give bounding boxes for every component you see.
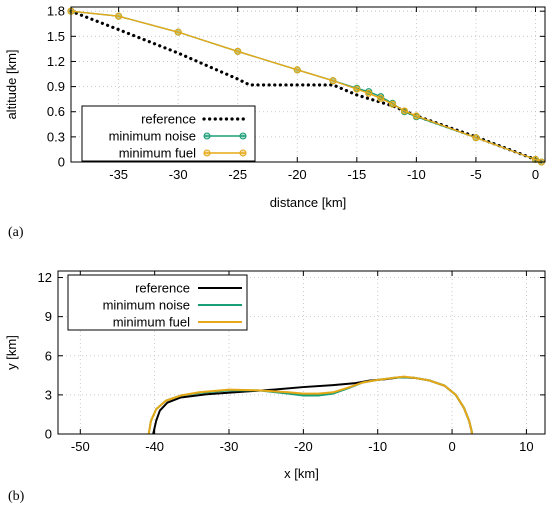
- series-line-minimum-fuel: [147, 375, 474, 435]
- legend-entry-label: minimum noise: [103, 298, 190, 313]
- ticks-b: -50 -40 -30 -20 -10 0 10 0 3 6 9 12: [38, 270, 545, 454]
- series-marker: [353, 85, 361, 93]
- y-tick-label: 0.3: [47, 129, 65, 144]
- x-tick-label: -15: [347, 167, 366, 182]
- panel-label-b: (b): [8, 489, 25, 504]
- legend-b: reference minimum noise minimum fuel: [67, 274, 248, 331]
- chart-a: -35 -30 -25 -20 -15 -10 -5 0 0 0.3 0.6 0.9 1.2 1.5 1.8…: [4, 4, 546, 240]
- x-tick-label: -40: [145, 439, 164, 454]
- series-a: [67, 7, 545, 166]
- legend-marker: [203, 132, 211, 140]
- y-tick-label: 12: [38, 270, 52, 285]
- x-tick-label: -30: [169, 167, 188, 182]
- y-tick-label: 1.8: [47, 4, 65, 19]
- legend-entry-label: minimum noise: [109, 129, 196, 144]
- series-marker: [400, 107, 409, 115]
- x-tick-label: -10: [368, 439, 387, 454]
- x-tick-label: 10: [519, 439, 533, 454]
- x-tick-label: -20: [288, 167, 307, 182]
- series-marker: [234, 47, 242, 55]
- legend-box: [67, 274, 248, 331]
- legend-marker: [239, 132, 247, 140]
- y-axis-label-b: y [km]: [4, 335, 19, 370]
- x-tick-label: 0: [532, 167, 539, 182]
- x-axis-label-a: distance [km]: [270, 195, 347, 210]
- series-b: [147, 375, 474, 435]
- series-marker: [365, 89, 373, 97]
- legend-marker: [239, 149, 247, 157]
- legend-box: [81, 105, 256, 162]
- series-marker: [389, 100, 397, 108]
- x-axis-label-b: x [km]: [284, 466, 319, 481]
- x-tick-label: -10: [407, 167, 426, 182]
- series-marker: [293, 66, 301, 74]
- legend-entry-label: minimum fuel: [113, 315, 190, 330]
- series-line-minimum-fuel: [70, 10, 542, 163]
- y-tick-label: 1.5: [47, 29, 65, 44]
- series-marker: [329, 77, 337, 85]
- y-tick-label: 0: [45, 427, 52, 442]
- y-tick-label: 6: [45, 348, 52, 363]
- x-tick-label: -25: [228, 167, 247, 182]
- legend-entry-label: minimum fuel: [119, 146, 196, 161]
- y-tick-label: 9: [45, 309, 52, 324]
- y-tick-label: 0.6: [47, 104, 65, 119]
- x-tick-label: -20: [294, 439, 313, 454]
- y-tick-label: 0: [58, 155, 65, 170]
- chart-b: -50 -40 -30 -20 -10 0 10 0 3 6 9 12 y [km] x [km] r…: [4, 270, 546, 504]
- series-marker: [412, 112, 420, 120]
- x-tick-label: -50: [71, 439, 90, 454]
- series-line-reference: [152, 376, 474, 435]
- x-tick-label: 0: [448, 439, 455, 454]
- legend-entry-label: reference: [135, 281, 190, 296]
- plot-frame-b: [57, 270, 546, 435]
- legend-entry-label: reference: [141, 112, 196, 127]
- legend-a: reference minimum noise minimum fuel: [81, 105, 256, 162]
- plot-frame-a: [70, 6, 546, 163]
- y-tick-label: 1.2: [47, 54, 65, 69]
- series-marker: [472, 134, 480, 142]
- y-tick-label: 0.9: [47, 79, 65, 94]
- x-tick-label: -30: [220, 439, 239, 454]
- panel-label-a: (a): [8, 225, 24, 240]
- series-marker: [174, 28, 182, 36]
- y-tick-label: 3: [45, 387, 52, 402]
- legend-marker: [203, 149, 211, 157]
- series-marker: [377, 94, 385, 102]
- ticks-a: -35 -30 -25 -20 -15 -10 -5 0 0 0.3 0.6 0.9 1.2 1.5 1.8: [47, 4, 545, 182]
- x-tick-label: -5: [470, 167, 482, 182]
- x-tick-label: -35: [109, 167, 128, 182]
- y-axis-label-a: altitude [km]: [4, 49, 19, 119]
- series-marker: [115, 12, 123, 20]
